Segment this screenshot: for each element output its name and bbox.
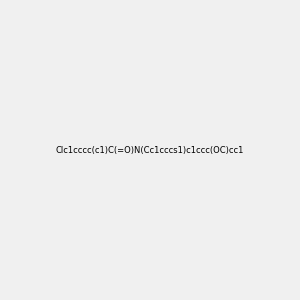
Text: Clc1cccc(c1)C(=O)N(Cc1cccs1)c1ccc(OC)cc1: Clc1cccc(c1)C(=O)N(Cc1cccs1)c1ccc(OC)cc1 (56, 146, 244, 154)
